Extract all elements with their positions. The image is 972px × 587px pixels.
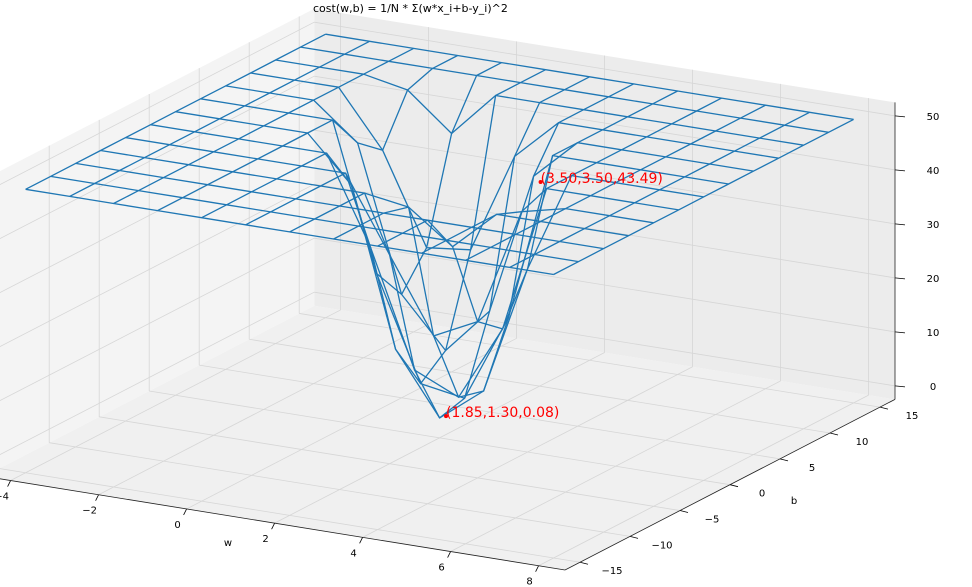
x-tick <box>535 565 539 572</box>
wire-line <box>225 85 754 352</box>
x-axis-label: w <box>224 538 232 549</box>
wire-line <box>100 149 629 248</box>
wire-line <box>300 46 829 133</box>
x-tick <box>447 551 451 558</box>
z-tick-label: 50 <box>927 112 940 123</box>
wire-line <box>250 72 779 251</box>
x-tick-label: 2 <box>262 534 268 545</box>
wire-line <box>50 175 579 263</box>
grid <box>0 12 896 567</box>
wire-line <box>75 162 604 250</box>
grid-line <box>314 75 896 171</box>
grid-line <box>49 442 631 537</box>
grid-line <box>0 21 315 186</box>
y-tick-label: 10 <box>856 437 869 448</box>
wire-line <box>325 33 854 121</box>
x-tick-label: 4 <box>350 548 356 559</box>
z-tick-label: 10 <box>927 328 940 339</box>
grid-line <box>314 237 896 333</box>
y-tick <box>879 406 889 410</box>
y-axis-line <box>564 399 896 571</box>
grid-line <box>0 183 315 348</box>
y-tick <box>629 536 639 539</box>
x-tick <box>7 480 11 487</box>
x-tick <box>359 537 363 544</box>
wire-line <box>200 98 729 399</box>
x-axis-line <box>0 478 566 571</box>
y-tick <box>679 510 689 513</box>
x-tick <box>271 522 275 530</box>
x-tick-label: −4 <box>0 492 9 503</box>
x-tick-label: 6 <box>438 563 444 574</box>
grid-line <box>99 416 681 511</box>
grid-line <box>314 183 896 279</box>
grid-line <box>0 291 315 456</box>
z-tick-label: 20 <box>927 274 940 285</box>
y-axis-label: b <box>791 496 797 507</box>
floor-pane <box>0 305 895 570</box>
z-tick <box>894 223 906 226</box>
y-tick-label: −5 <box>705 515 720 526</box>
grid-line <box>314 21 896 117</box>
z-tick <box>894 277 906 280</box>
chart-title: cost(w,b) = 1/N * Σ(w*x_i+b-y_i)^2 <box>313 2 508 15</box>
wire-line <box>25 188 554 276</box>
x-tick <box>95 494 99 501</box>
y-tick-label: 0 <box>759 489 765 500</box>
annotation-marker <box>538 180 543 185</box>
z-tick <box>894 331 906 334</box>
z-tick <box>894 115 906 118</box>
y-tick <box>779 458 789 462</box>
y-tick-label: 15 <box>906 411 919 422</box>
z-tick <box>894 169 906 172</box>
y-tick <box>579 561 589 565</box>
grid-line <box>0 75 315 240</box>
annotation-text: (3.50,3.50,43.49) <box>541 171 663 187</box>
z-tick-label: 0 <box>930 382 936 393</box>
grid-line <box>149 390 731 486</box>
grid-line <box>314 291 896 387</box>
annotation-text: (1.85,1.30,0.08) <box>446 405 559 421</box>
grid-line <box>299 313 881 408</box>
y-tick-label: −15 <box>601 566 622 577</box>
z-tick-label: 30 <box>927 220 940 231</box>
grid-line <box>199 364 781 460</box>
z-tick-label: 40 <box>927 166 940 177</box>
axes: −4 −2 0 2 4 6 8 −15 −10 −5 0 5 10 15 0 10 20 30 40 50 <box>0 102 939 587</box>
grid-line <box>0 468 581 563</box>
wire-line <box>275 59 804 146</box>
x-tick <box>183 508 187 516</box>
y-tick-label: 5 <box>809 463 815 474</box>
y-tick-label: −10 <box>651 540 672 551</box>
side-pane <box>0 8 315 469</box>
wireframe <box>25 33 854 419</box>
grid-line <box>249 338 831 434</box>
grid-line <box>0 237 315 402</box>
y-tick <box>729 484 739 488</box>
wire-line <box>175 111 704 419</box>
x-tick-label: 0 <box>174 520 180 531</box>
grid-line <box>314 129 896 225</box>
x-tick-label: −2 <box>82 506 97 517</box>
panes <box>0 8 895 570</box>
annotations: (3.50,3.50,43.49) (1.85,1.30,0.08) <box>444 171 663 421</box>
x-tick-label: 8 <box>526 577 532 587</box>
z-tick <box>894 385 906 388</box>
y-tick <box>829 432 839 436</box>
annotation-marker <box>444 414 448 419</box>
